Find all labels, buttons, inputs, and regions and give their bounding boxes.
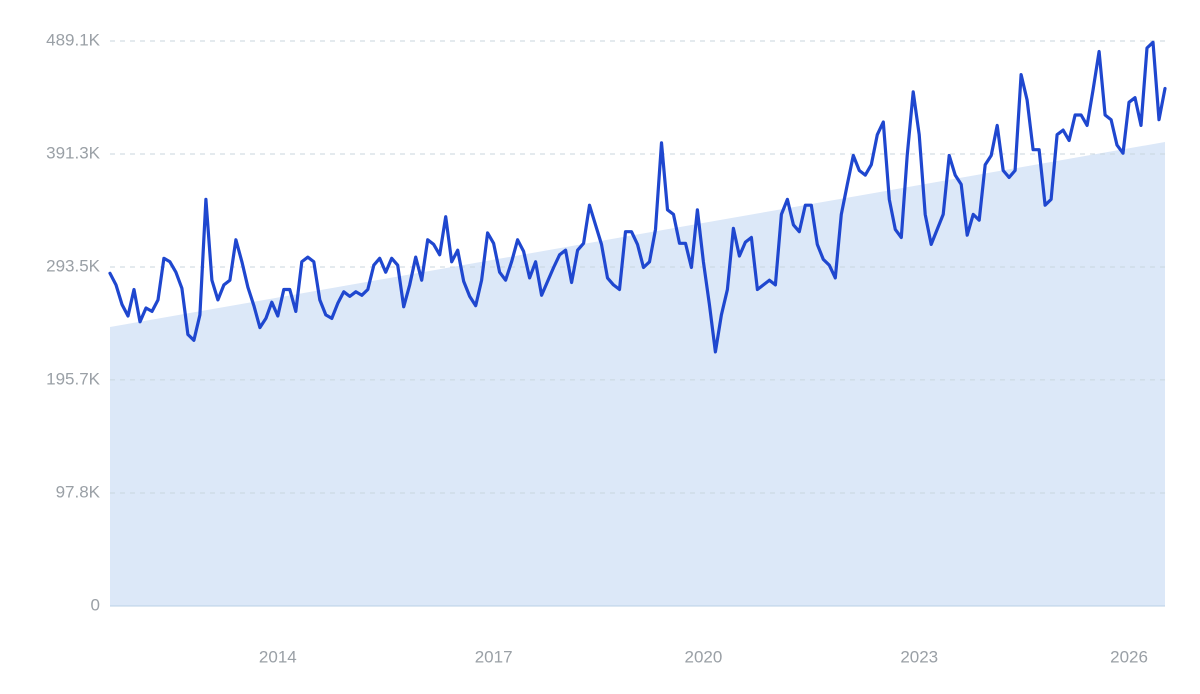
y-tick-label: 195.7K (46, 369, 101, 388)
x-tick-label: 2023 (900, 647, 938, 666)
x-tick-label: 2020 (685, 647, 723, 666)
y-tick-label: 293.5K (46, 256, 101, 275)
y-tick-label: 391.3K (46, 143, 101, 162)
y-tick-label: 489.1K (46, 30, 101, 49)
x-tick-label: 2017 (475, 647, 513, 666)
y-tick-label: 97.8K (56, 483, 101, 502)
trend-line (108, 40, 1167, 354)
x-tick-label: 2014 (259, 647, 297, 666)
y-tick-label: 0 (91, 595, 100, 614)
x-tick-label: 2026 (1110, 647, 1148, 666)
trend-area (110, 141, 1165, 606)
